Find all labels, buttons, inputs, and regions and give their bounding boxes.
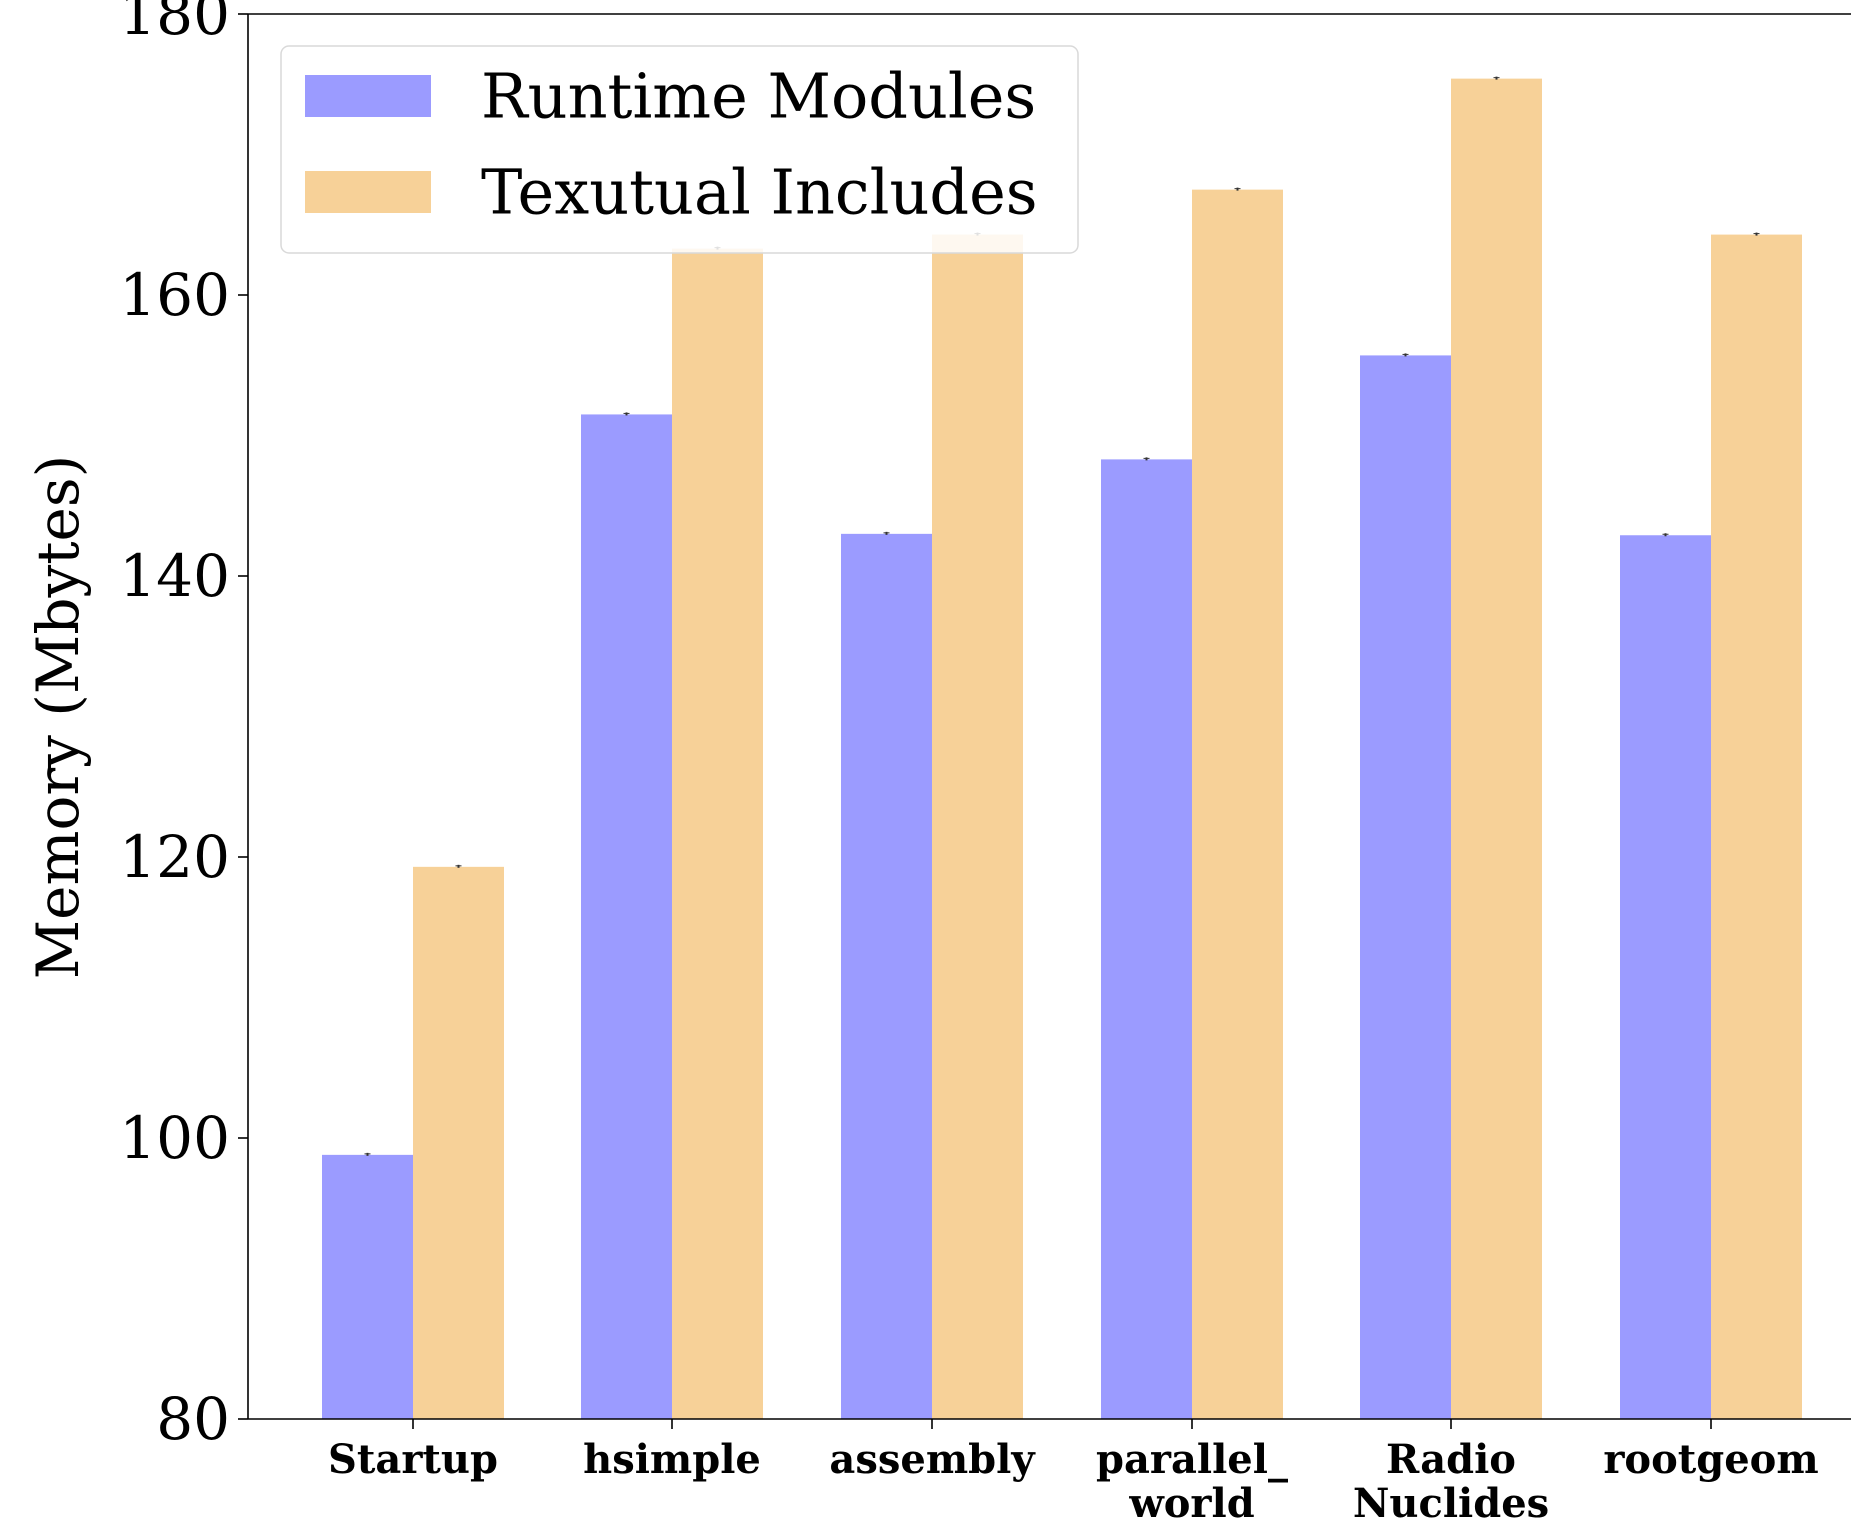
x-tick-label: hsimple [583,1436,761,1483]
y-tick-label: 80 [156,1385,230,1453]
legend-swatch [305,75,431,117]
bar-runtime-modules-4 [1360,355,1451,1419]
y-axis-label: Memory (Mbytes) [24,455,92,980]
bar-textual-includes-0 [413,866,504,1419]
y-tick-label: 100 [119,1104,230,1172]
x-tick-label: parallel_ world [1096,1436,1288,1518]
y-tick-label: 120 [119,823,230,891]
bar-textual-includes-5 [1711,234,1802,1420]
x-tick-label: assembly [829,1436,1036,1483]
legend-swatch [305,171,431,213]
bars-layer [322,78,1802,1420]
bar-textual-includes-2 [932,234,1023,1420]
bar-runtime-modules-0 [322,1154,413,1419]
x-tick-label: Startup [328,1436,498,1483]
bar-textual-includes-1 [672,248,763,1419]
legend-box [280,45,1079,254]
bar-textual-includes-4 [1451,78,1542,1419]
x-tick-label: Radio Nuclides [1353,1436,1549,1518]
bar-runtime-modules-3 [1101,459,1192,1419]
bar-textual-includes-3 [1192,189,1283,1419]
y-tick-label: 160 [119,261,230,329]
legend: Runtime Modules Texutual Includes [280,45,1079,254]
bar-runtime-modules-5 [1620,535,1711,1419]
bar-runtime-modules-1 [581,414,672,1419]
axes-layer: 80 100 120 140 160 180 Startup hsimple assembly p… [24,0,1851,1518]
bar-runtime-modules-2 [841,533,932,1419]
legend-label: Runtime Modules [481,60,1036,133]
y-tick-label: 140 [119,542,230,610]
y-tick-label: 180 [119,0,230,48]
legend-label: Texutual Includes [481,156,1038,229]
x-tick-label: rootgeom [1603,1436,1818,1483]
